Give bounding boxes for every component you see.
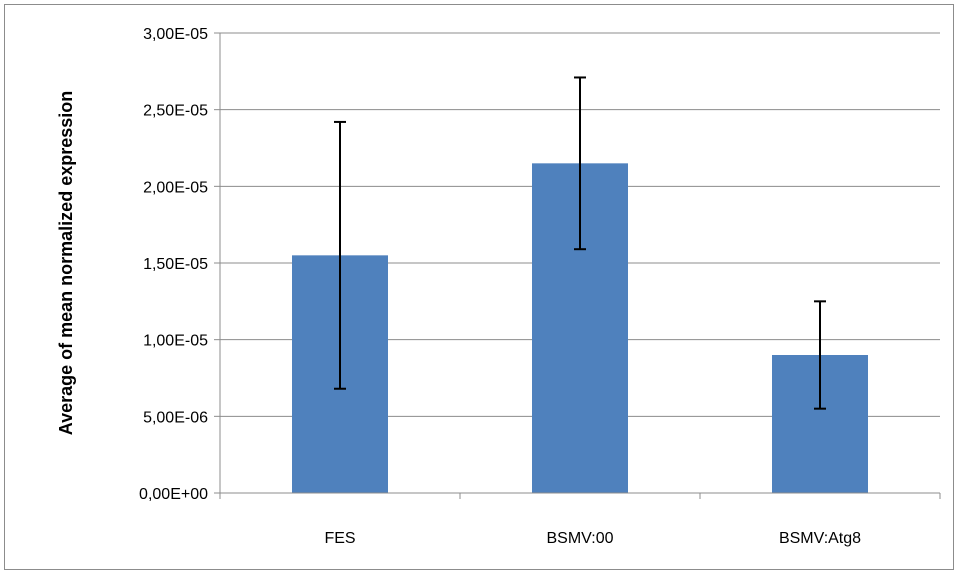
y-tick-label: 1,00E-05 — [143, 333, 208, 350]
x-tick-label: BSMV:00 — [547, 530, 614, 547]
y-tick-label: 3,00E-05 — [143, 26, 208, 43]
x-tick-label: BSMV:Atg8 — [779, 530, 861, 547]
x-tick-labels: FES BSMV:00 BSMV:Atg8 — [324, 530, 861, 547]
y-tick-label: 5,00E-06 — [143, 409, 208, 426]
error-bars — [334, 76, 826, 410]
y-axis-title: Average of mean normalized expression — [56, 91, 76, 435]
error-bar — [574, 76, 586, 251]
error-bar — [334, 120, 346, 390]
axes — [214, 32, 941, 499]
y-tick-labels: 0,00E+00 5,00E-06 1,00E-05 1,50E-05 2,00E-05… — [139, 26, 208, 503]
y-tick-label: 0,00E+00 — [139, 486, 208, 503]
y-tick-label: 2,50E-05 — [143, 103, 208, 120]
error-bar — [814, 300, 826, 410]
y-tick-label: 1,50E-05 — [143, 256, 208, 273]
y-tick-label: 2,00E-05 — [143, 179, 208, 196]
x-tick-label: FES — [324, 530, 355, 547]
